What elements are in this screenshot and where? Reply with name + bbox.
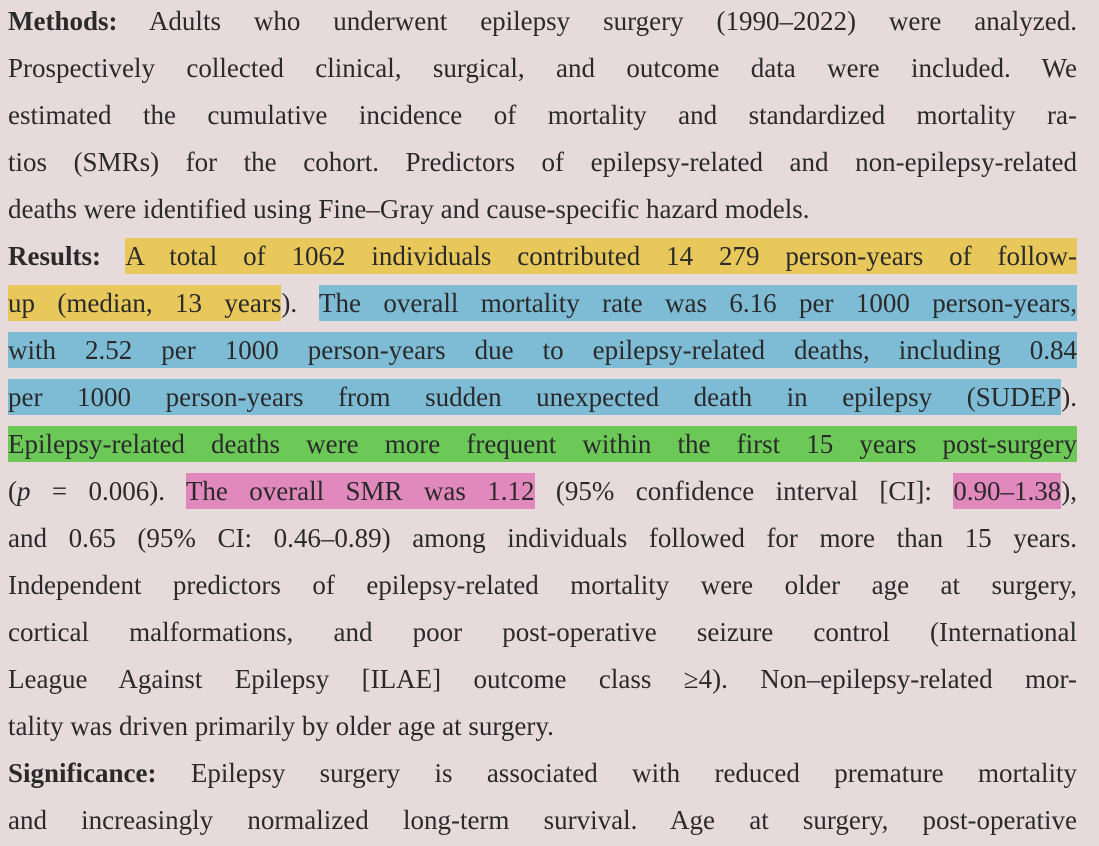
text-segment: (	[8, 476, 17, 506]
text-segment: estimated the cumulative incidence of mo…	[8, 100, 1077, 130]
text-line: Prospectively collected clinical, surgic…	[8, 45, 1077, 92]
text-line: (p = 0.006). The overall SMR was 1.12 (9…	[8, 468, 1077, 515]
text-line: and increasingly normalized long-term su…	[8, 797, 1077, 844]
text-segment: Prospectively collected clinical, surgic…	[8, 53, 1077, 83]
section-label: Results:	[8, 241, 101, 271]
text-segment: ).	[1061, 382, 1077, 412]
highlighted-text: 0.90–1.38	[953, 473, 1062, 509]
text-segment: ),	[1061, 476, 1077, 506]
text-line: deaths were identified using Fine–Gray a…	[8, 186, 1077, 233]
text-line: with 2.52 per 1000 person-years due to e…	[8, 327, 1077, 374]
highlighted-text: Epilepsy-related deaths were more freque…	[8, 426, 1077, 462]
text-line: Results: A total of 1062 individuals con…	[8, 233, 1077, 280]
highlighted-text: with 2.52 per 1000 person-years due to e…	[8, 332, 1077, 368]
text-line: Significance: Epilepsy surgery is associ…	[8, 750, 1077, 797]
text-segment: Epilepsy surgery is associated with redu…	[156, 758, 1077, 788]
section-label: Methods:	[8, 6, 118, 36]
abstract: Methods: Adults who underwent epilepsy s…	[8, 0, 1077, 844]
paragraph: Methods: Adults who underwent epilepsy s…	[8, 0, 1077, 233]
text-segment: ).	[281, 288, 320, 318]
text-segment: tios (SMRs) for the cohort. Predictors o…	[8, 147, 1077, 177]
text-segment: p	[17, 476, 31, 506]
text-line: Epilepsy-related deaths were more freque…	[8, 421, 1077, 468]
text-line: Independent predictors of epilepsy-relat…	[8, 562, 1077, 609]
text-segment	[101, 241, 125, 271]
text-segment: and increasingly normalized long-term su…	[8, 805, 1077, 835]
paragraph: Significance: Epilepsy surgery is associ…	[8, 750, 1077, 844]
text-line: Methods: Adults who underwent epilepsy s…	[8, 0, 1077, 45]
text-line: per 1000 person-years from sudden unexpe…	[8, 374, 1077, 421]
text-segment: (95% confidence interval [CI]:	[534, 476, 954, 506]
text-segment: League Against Epilepsy [ILAE] outcome c…	[8, 664, 1077, 694]
highlighted-text: up (median, 13 years	[8, 285, 282, 321]
text-segment: tality was driven primarily by older age…	[8, 711, 554, 741]
text-line: estimated the cumulative incidence of mo…	[8, 92, 1077, 139]
text-line: cortical malformations, and poor post-op…	[8, 609, 1077, 656]
text-segment: Independent predictors of epilepsy-relat…	[8, 570, 1077, 600]
text-segment: deaths were identified using Fine–Gray a…	[8, 194, 810, 224]
highlighted-text: per 1000 person-years from sudden unexpe…	[8, 379, 1062, 415]
text-segment: and 0.65 (95% CI: 0.46–0.89) among indiv…	[8, 523, 1077, 553]
text-segment: cortical malformations, and poor post-op…	[8, 617, 1077, 647]
highlighted-text: A total of 1062 individuals contributed …	[125, 238, 1077, 274]
text-line: tios (SMRs) for the cohort. Predictors o…	[8, 139, 1077, 186]
highlighted-text: The overall SMR was 1.12	[185, 473, 535, 509]
text-line: up (median, 13 years). The overall morta…	[8, 280, 1077, 327]
text-line: and 0.65 (95% CI: 0.46–0.89) among indiv…	[8, 515, 1077, 562]
text-line: tality was driven primarily by older age…	[8, 703, 1077, 750]
text-segment: = 0.006).	[30, 476, 186, 506]
highlighted-text: The overall mortality rate was 6.16 per …	[319, 285, 1077, 321]
text-segment: Adults who underwent epilepsy surgery (1…	[117, 6, 1077, 36]
text-line: League Against Epilepsy [ILAE] outcome c…	[8, 656, 1077, 703]
paragraph: Results: A total of 1062 individuals con…	[8, 233, 1077, 750]
section-label: Significance:	[8, 758, 157, 788]
